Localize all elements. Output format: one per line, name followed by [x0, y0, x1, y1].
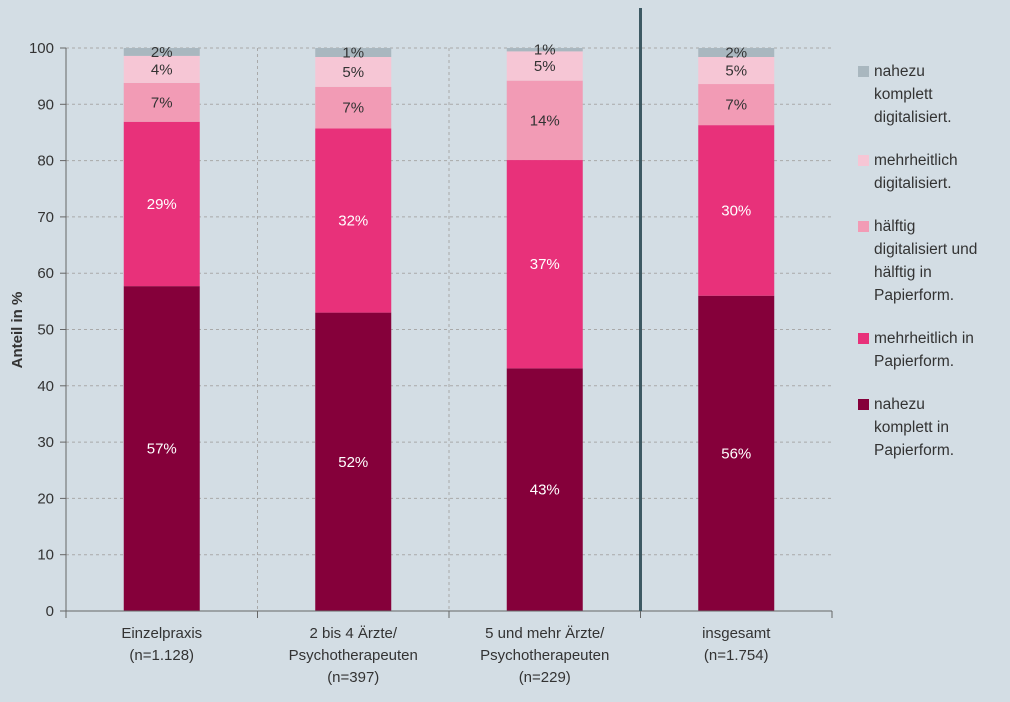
bar-segment: [506, 368, 583, 611]
bar-segment: [698, 57, 775, 85]
y-tick-labels: 0 10 20 30 40 50 60 70 80 90 100: [29, 40, 54, 620]
value-label: 5%: [725, 63, 747, 80]
legend-entry: nahezu komplett in Papierform.: [874, 396, 954, 459]
x-category-label: insgesamt (n=1.754): [702, 625, 771, 664]
value-label: 37%: [530, 256, 560, 273]
y-tick-label: 50: [37, 322, 54, 339]
bar-segment: [123, 121, 200, 287]
y-tick-label: 40: [37, 378, 54, 395]
value-label: 29%: [147, 196, 177, 213]
bar-segment: [315, 128, 392, 313]
x-category-label-line: insgesamt: [702, 625, 771, 642]
x-category-label-line: (n=1.754): [704, 647, 769, 664]
legend: nahezu komplett digitalisiert.mehrheitlich…: [858, 63, 977, 459]
value-label: 2%: [151, 44, 173, 61]
legend-entry-line: Papierform.: [874, 287, 954, 304]
x-category-label: Einzelpraxis (n=1.128): [121, 625, 202, 664]
bars: [123, 48, 775, 611]
legend-entry-line: hälftig in: [874, 264, 932, 281]
value-label: 43%: [530, 482, 560, 499]
legend-entry-line: hälftig: [874, 218, 915, 235]
value-label: 57%: [147, 441, 177, 458]
x-category-label-line: (n=397): [327, 669, 379, 686]
legend-entry: nahezu komplett digitalisiert.: [874, 63, 952, 126]
value-label: 52%: [338, 454, 368, 471]
x-category-label-line: 2 bis 4 Ärzte/: [309, 625, 397, 642]
legend-swatch: [858, 333, 869, 344]
bar-segment: [315, 48, 392, 58]
bar-segment: [123, 286, 200, 611]
bar-segment: [506, 48, 583, 52]
x-category-label-line: Psychotherapeuten: [289, 647, 418, 664]
bar-segment: [698, 84, 775, 126]
y-tick-label: 100: [29, 40, 54, 57]
value-label: 30%: [721, 202, 751, 219]
bar-segment: [123, 55, 200, 83]
bar-segment: [506, 51, 583, 81]
legend-entry-line: komplett: [874, 86, 933, 103]
legend-entry: mehrheitlich digitalisiert.: [874, 152, 958, 192]
bar-segment: [123, 82, 200, 122]
y-tick-label: 90: [37, 96, 54, 113]
y-tick-label: 30: [37, 434, 54, 451]
value-label: 7%: [151, 94, 173, 111]
y-tick-label: 20: [37, 490, 54, 507]
legend-entry-line: Papierform.: [874, 353, 954, 370]
legend-entry-line: Papierform.: [874, 442, 954, 459]
legend-swatch: [858, 155, 869, 166]
axes: [60, 8, 833, 618]
legend-entry-line: mehrheitlich: [874, 152, 958, 169]
y-axis-label: Anteil in %: [9, 292, 26, 369]
x-category-label-line: 5 und mehr Ärzte/: [485, 625, 605, 642]
legend-entry-line: nahezu: [874, 63, 925, 80]
value-label: 2%: [725, 45, 747, 62]
y-tick-label: 10: [37, 547, 54, 564]
x-category-label-line: Psychotherapeuten: [480, 647, 609, 664]
y-tick-label: 70: [37, 209, 54, 226]
bar-segment: [315, 57, 392, 87]
x-category-labels: Einzelpraxis (n=1.128) 2 bis 4 Ärzte/Psych…: [121, 625, 771, 686]
bar-segment: [315, 312, 392, 611]
value-label: 56%: [721, 445, 751, 462]
value-label: 5%: [342, 64, 364, 81]
y-tick-label: 0: [46, 603, 54, 620]
legend-entry-line: nahezu: [874, 396, 925, 413]
y-tick-label: 80: [37, 153, 54, 170]
value-labels: 57%29%7%4%2%52%32%7%5%1%43%37%14%5%1%56%…: [147, 42, 752, 499]
value-label: 1%: [342, 45, 364, 62]
bar-segment: [506, 80, 583, 161]
value-label: 14%: [530, 112, 560, 129]
bar-segment: [123, 48, 200, 56]
legend-swatch: [858, 221, 869, 232]
x-category-label-line: (n=1.128): [129, 647, 194, 664]
value-label: 32%: [338, 213, 368, 230]
bar-segment: [698, 295, 775, 611]
legend-entry-line: digitalisiert.: [874, 109, 952, 126]
value-label: 1%: [534, 42, 556, 59]
legend-entry-line: mehrheitlich in: [874, 330, 974, 347]
x-category-label-line: (n=229): [519, 669, 571, 686]
legend-swatch: [858, 66, 869, 77]
value-label: 4%: [151, 61, 173, 78]
legend-entry-line: digitalisiert und: [874, 241, 977, 258]
legend-entry-line: digitalisiert.: [874, 175, 952, 192]
legend-entry-line: komplett in: [874, 419, 949, 436]
bar-segment: [315, 86, 392, 129]
value-label: 7%: [725, 97, 747, 114]
value-label: 5%: [534, 58, 556, 75]
y-tick-label: 60: [37, 265, 54, 282]
bar-segment: [698, 125, 775, 296]
legend-swatch: [858, 399, 869, 410]
legend-entry: mehrheitlich in Papierform.: [874, 330, 974, 370]
x-category-label: 2 bis 4 Ärzte/Psychotherapeuten (n=397): [289, 625, 418, 686]
x-category-label: 5 und mehr Ärzte/Psychotherapeuten (n=229…: [480, 625, 609, 686]
x-category-label-line: Einzelpraxis: [121, 625, 202, 642]
bar-segment: [698, 48, 775, 58]
legend-entry: hälftig digitalisiert und hälftig in Papier…: [874, 218, 977, 304]
value-label: 7%: [342, 100, 364, 117]
bar-segment: [506, 160, 583, 369]
